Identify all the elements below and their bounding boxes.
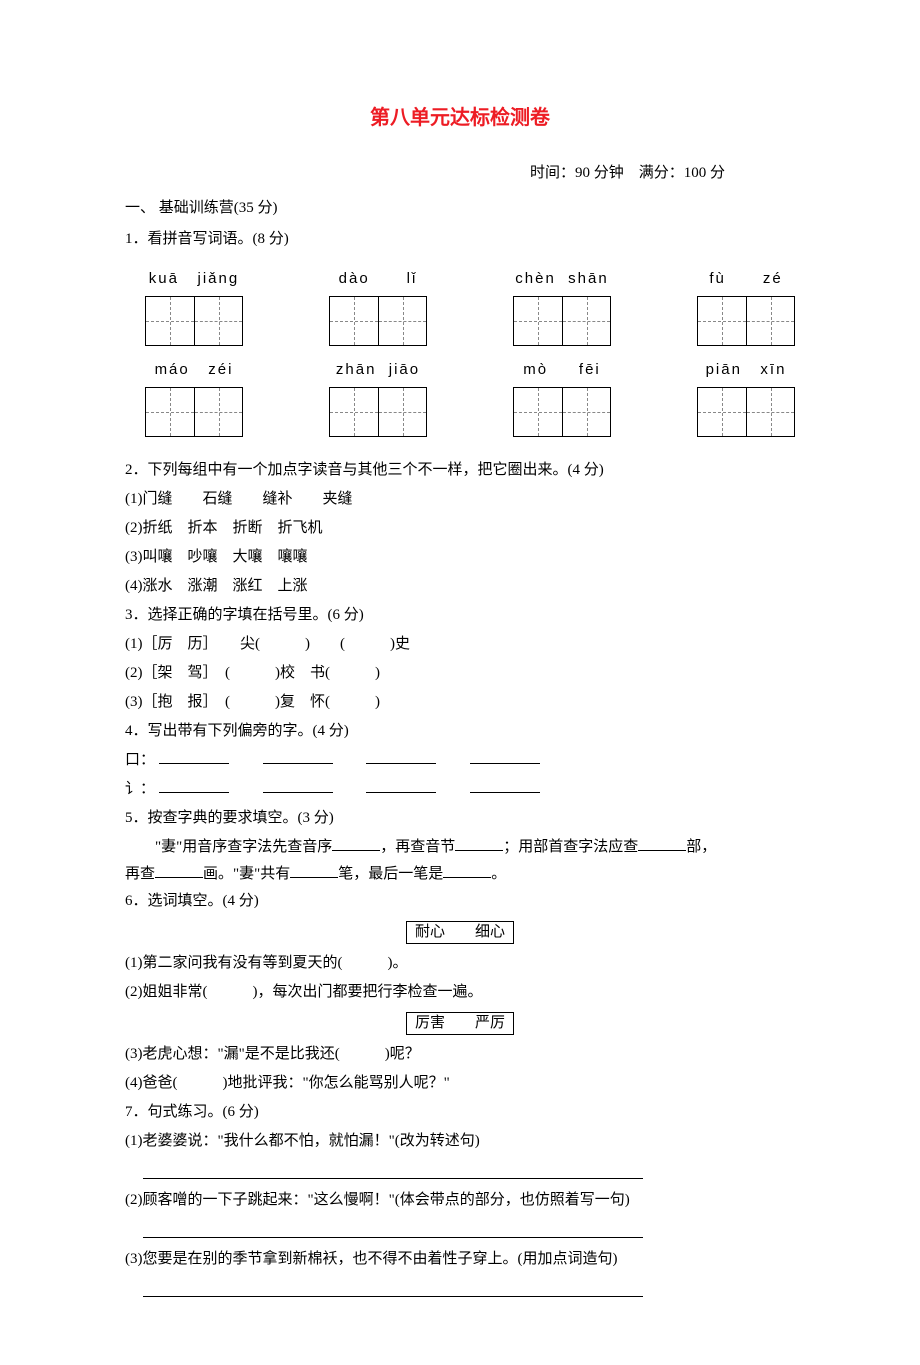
q1: 1．看拼音写词语。(8 分) xyxy=(125,226,795,253)
q3-1: (1)［厉 历］ 尖( ) ( )史 xyxy=(125,631,795,658)
pinyin-label: chèn shān xyxy=(515,265,608,292)
q6-2: (2)姐姐非常( )，每次出门都要把行李检查一遍。 xyxy=(125,979,795,1006)
pinyin-cell: fù zé xyxy=(697,265,795,346)
q3-2: (2)［架 驾］ ( )校 书( ) xyxy=(125,660,795,687)
blank xyxy=(366,777,436,794)
pinyin-label: piān xīn xyxy=(706,356,787,383)
blank xyxy=(455,835,503,852)
pinyin-cell: kuā jiǎng xyxy=(145,265,243,346)
pinyin-label: zhān jiāo xyxy=(336,356,420,383)
answer-line xyxy=(143,1159,643,1179)
text: ；用部首查字法应查 xyxy=(503,839,638,855)
char-box xyxy=(697,296,795,346)
q2-2: (2)折纸 折本 折断 折飞机 xyxy=(125,515,795,542)
char-box xyxy=(329,387,427,437)
pinyin-cell: piān xīn xyxy=(697,356,795,437)
blank xyxy=(366,748,436,765)
q2-4: (4)涨水 涨潮 涨红 上涨 xyxy=(125,573,795,600)
blank xyxy=(443,862,491,879)
blank xyxy=(263,748,333,765)
char-box xyxy=(513,296,611,346)
radical-label: 讠： xyxy=(125,781,155,797)
text: "妻"用音序查字法先查音序 xyxy=(125,839,332,855)
blank xyxy=(155,862,203,879)
pinyin-label: kuā jiǎng xyxy=(149,265,239,292)
blank xyxy=(159,748,229,765)
blank xyxy=(263,777,333,794)
blank xyxy=(332,835,380,852)
q4: 4．写出带有下列偏旁的字。(4 分) xyxy=(125,718,795,745)
pinyin-cell: chèn shān xyxy=(513,265,611,346)
word-options: 厉害 严厉 xyxy=(406,1012,514,1035)
blank xyxy=(470,777,540,794)
pinyin-cell: mò fēi xyxy=(513,356,611,437)
pinyin-row-2: máo zéi zhān jiāo mò fēi piān xīn xyxy=(145,356,795,437)
q7-3: (3)您要是在别的季节拿到新棉袄，也不得不由着性子穿上。(用加点词造句) xyxy=(125,1246,795,1273)
text: 。 xyxy=(491,866,506,882)
q3-3: (3)［抱 报］ ( )复 怀( ) xyxy=(125,689,795,716)
page-title: 第八单元达标检测卷 xyxy=(125,100,795,136)
q6: 6．选词填空。(4 分) xyxy=(125,888,795,915)
q6-opts1: 耐心 细心 xyxy=(125,919,795,946)
q3: 3．选择正确的字填在括号里。(6 分) xyxy=(125,602,795,629)
q4-row2: 讠： xyxy=(125,776,795,803)
pinyin-label: mò fēi xyxy=(523,356,601,383)
q6-4: (4)爸爸( )地批评我："你怎么能骂别人呢？" xyxy=(125,1070,795,1097)
pinyin-cell: máo zéi xyxy=(145,356,243,437)
answer-line xyxy=(143,1218,643,1238)
q4-row1: 口： xyxy=(125,747,795,774)
text: 笔，最后一笔是 xyxy=(338,866,443,882)
q6-3: (3)老虎心想："漏"是不是比我还( )呢？ xyxy=(125,1041,795,1068)
pinyin-label: fù zé xyxy=(709,265,782,292)
word-options: 耐心 细心 xyxy=(406,921,514,944)
q7: 7．句式练习。(6 分) xyxy=(125,1099,795,1126)
pinyin-label: dào lǐ xyxy=(339,265,418,292)
char-box xyxy=(513,387,611,437)
q2: 2．下列每组中有一个加点字读音与其他三个不一样，把它圈出来。(4 分) xyxy=(125,457,795,484)
text: 画。"妻"共有 xyxy=(203,866,290,882)
pinyin-row-1: kuā jiǎng dào lǐ chèn shān fù zé xyxy=(145,265,795,346)
pinyin-cell: zhān jiāo xyxy=(329,356,427,437)
text: ，再查音节 xyxy=(380,839,455,855)
q2-3: (3)叫嚷 吵嚷 大嚷 嚷嚷 xyxy=(125,544,795,571)
blank xyxy=(470,748,540,765)
q5-body: "妻"用音序查字法先查音序 ，再查音节 ；用部首查字法应查 部， xyxy=(125,834,795,861)
pinyin-label: máo zéi xyxy=(155,356,234,383)
pinyin-cell: dào lǐ xyxy=(329,265,427,346)
section-1-header: 一、 基础训练营(35 分) xyxy=(125,195,795,222)
q7-2: (2)顾客噌的一下子跳起来："这么慢啊！"(体会带点的部分，也仿照着写一句) xyxy=(125,1187,795,1214)
blank xyxy=(638,835,686,852)
char-box xyxy=(329,296,427,346)
q5-line2: 再查 画。"妻"共有 笔，最后一笔是 。 xyxy=(125,861,795,888)
radical-label: 口： xyxy=(125,752,155,768)
q7-1: (1)老婆婆说："我什么都不怕，就怕漏！"(改为转述句) xyxy=(125,1128,795,1155)
q6-1: (1)第二家问我有没有等到夏天的( )。 xyxy=(125,950,795,977)
q2-1: (1)门缝 石缝 缝补 夹缝 xyxy=(125,486,795,513)
char-box xyxy=(697,387,795,437)
answer-line xyxy=(143,1277,643,1297)
char-box xyxy=(145,387,243,437)
exam-meta: 时间：90 分钟 满分：100 分 xyxy=(125,160,795,187)
blank xyxy=(159,777,229,794)
text: 再查 xyxy=(125,866,155,882)
blank xyxy=(290,862,338,879)
q6-opts2: 厉害 严厉 xyxy=(125,1010,795,1037)
q5: 5．按查字典的要求填空。(3 分) xyxy=(125,805,795,832)
text: 部， xyxy=(686,839,716,855)
char-box xyxy=(145,296,243,346)
